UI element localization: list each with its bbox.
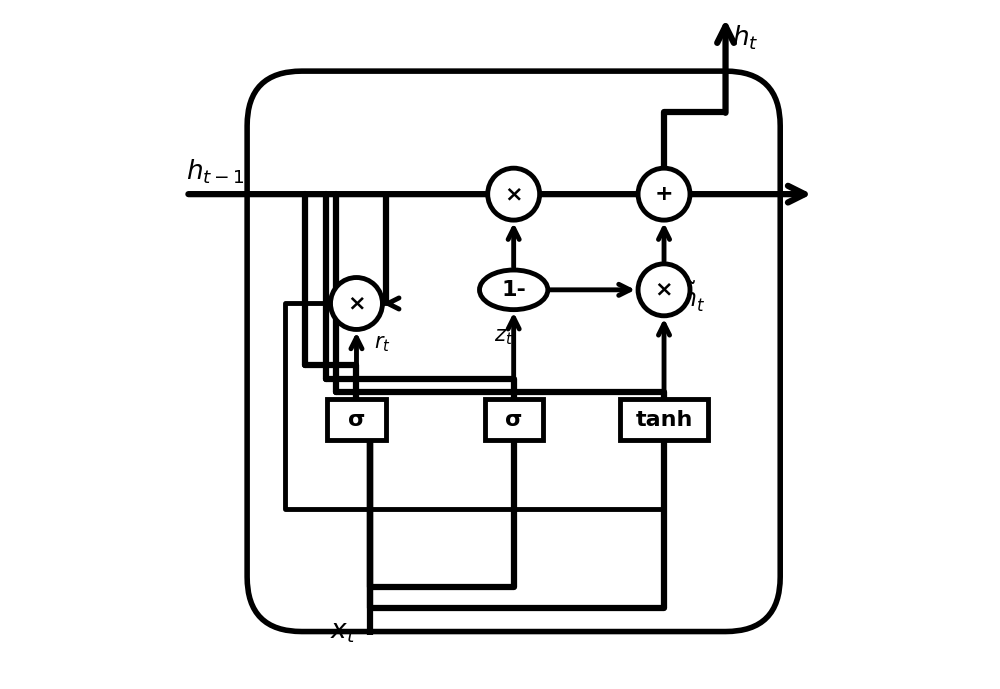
Text: $h_t$: $h_t$ (732, 23, 759, 52)
Text: $r_t$: $r_t$ (374, 334, 390, 354)
FancyBboxPatch shape (620, 399, 708, 440)
Text: +: + (655, 184, 673, 204)
Text: $x_t$: $x_t$ (330, 619, 356, 645)
Text: $\tilde{h}_t$: $\tilde{h}_t$ (681, 280, 705, 313)
Circle shape (638, 264, 690, 316)
Text: 1-: 1- (501, 280, 526, 300)
Text: $h_{t-1}$: $h_{t-1}$ (186, 158, 244, 186)
Text: tanh: tanh (635, 410, 693, 430)
Circle shape (331, 278, 382, 329)
FancyBboxPatch shape (247, 71, 780, 632)
Text: ×: × (347, 294, 366, 313)
Ellipse shape (479, 270, 548, 309)
FancyBboxPatch shape (327, 399, 386, 440)
Text: σ: σ (505, 410, 522, 430)
Text: $z_t$: $z_t$ (494, 327, 513, 347)
Circle shape (488, 168, 540, 220)
FancyBboxPatch shape (485, 399, 543, 440)
Text: ×: × (655, 280, 673, 300)
Text: σ: σ (348, 410, 365, 430)
Text: ×: × (504, 184, 523, 204)
Circle shape (638, 168, 690, 220)
